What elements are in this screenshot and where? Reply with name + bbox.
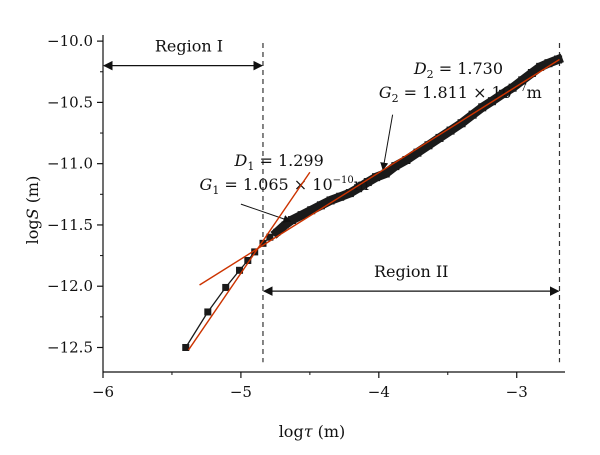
annotation-d-symbol: D [234, 151, 248, 170]
x-tick-label: −6 [92, 383, 114, 401]
annotation-g-number: = 1.065 × 10 [219, 175, 332, 194]
annotation-d-value: D1 = 1.299 [234, 151, 324, 173]
annotation-g-subscript: 1 [212, 184, 219, 197]
y-tick-label: −11.0 [47, 155, 93, 173]
annotation-d-number: = 1.730 [434, 59, 503, 78]
annotation-g-exponent: −7 [512, 83, 527, 94]
y-axis-label: logS (m) [23, 176, 42, 245]
annotation-g-symbol: G [200, 175, 213, 194]
data-point [266, 233, 274, 241]
annotation-g-value: G2 = 1.811 × 10−7m [379, 83, 542, 105]
fit-line [187, 171, 311, 351]
region-label: Region I [155, 37, 223, 56]
data-line [185, 58, 559, 348]
data-point [204, 308, 212, 316]
x-axis-label-var: τ [304, 422, 314, 441]
region-arrows: Region I Region II [103, 37, 560, 296]
y-ticks: −10.0 −10.5 −11.0 −11.5 −12.0 −12.5 [47, 32, 103, 356]
data-points [182, 53, 564, 351]
y-tick-label: −10.0 [47, 32, 93, 50]
y-axis-label-unit: (m) [23, 176, 42, 209]
y-tick-label: −12.5 [47, 338, 93, 356]
annotation-g-exponent: −10 [333, 175, 354, 186]
annotation-g-number: = 1.811 × 10 [399, 83, 512, 102]
annotation-arrow [380, 114, 394, 171]
y-tick-label: −11.5 [47, 216, 93, 234]
data-point [236, 266, 244, 274]
annotation-d-subscript: 2 [427, 68, 434, 81]
x-ticks: −6 −5 −4 −3 [92, 372, 528, 401]
y-axis-label-var: S [23, 208, 42, 219]
x-tick-label: −4 [368, 383, 390, 401]
data-point [222, 283, 230, 291]
x-axis-label: logτ (m) [279, 422, 346, 441]
annotation-d-value: D2 = 1.730 [413, 59, 503, 81]
x-tick-label: −5 [230, 383, 252, 401]
x-axis-label-unit: (m) [313, 422, 346, 441]
y-tick-label: −12.0 [47, 277, 93, 295]
fit-lines [187, 58, 560, 351]
annotation-d-subscript: 1 [247, 160, 254, 173]
x-axis-label-main: log [279, 422, 304, 441]
annotation-g-unit: m [527, 83, 542, 102]
annotation-d-symbol: D [413, 59, 427, 78]
y-tick-label: −10.5 [47, 93, 93, 111]
x-tick-label: −3 [506, 383, 528, 401]
data-point [182, 343, 190, 351]
y-axis-label-main: log [23, 219, 42, 244]
annotation-g-subscript: 2 [392, 92, 399, 105]
data-point [259, 239, 267, 247]
data-point [244, 256, 252, 264]
fit-line [199, 58, 560, 286]
region-boundaries [262, 43, 561, 363]
annotation-d-number: = 1.299 [254, 151, 323, 170]
data-point-band [270, 53, 564, 239]
region-label: Region II [374, 262, 449, 281]
annotation-arrow [240, 203, 292, 223]
plot-axes [102, 35, 565, 373]
annotation-g-symbol: G [379, 83, 392, 102]
